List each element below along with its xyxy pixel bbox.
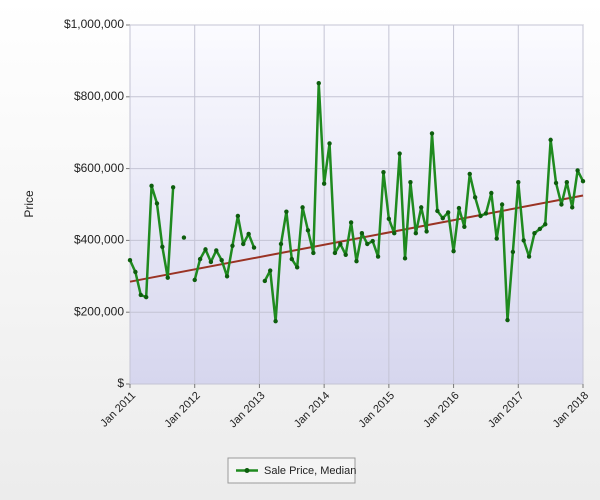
point (289, 256, 294, 262)
point (365, 241, 370, 247)
point (338, 241, 343, 247)
point (505, 317, 510, 323)
point (359, 231, 365, 236)
point (559, 202, 564, 207)
y-tick-label: $ (117, 376, 124, 390)
point (343, 252, 348, 257)
point (241, 241, 246, 247)
point (521, 238, 526, 243)
point (570, 205, 575, 210)
point (419, 205, 424, 210)
legend-label: Sale Price, Median (264, 465, 356, 477)
point (526, 254, 532, 259)
point (375, 254, 381, 259)
point (467, 171, 472, 177)
point (510, 249, 516, 255)
point (273, 318, 278, 324)
y-tick-label: $200,000 (74, 304, 124, 318)
point (311, 250, 316, 256)
point (499, 202, 505, 207)
point (408, 180, 413, 185)
point (133, 269, 138, 275)
point (553, 180, 559, 186)
point (251, 245, 257, 250)
point (354, 259, 359, 264)
point (230, 243, 235, 248)
point (516, 180, 521, 185)
point (564, 180, 570, 185)
point (424, 229, 429, 234)
point (214, 248, 219, 253)
point (392, 231, 397, 236)
point (127, 257, 133, 263)
y-tick-label: $800,000 (74, 89, 124, 103)
point (456, 205, 462, 211)
point (386, 216, 392, 222)
point (381, 169, 386, 175)
point (208, 259, 214, 265)
point (268, 268, 273, 273)
point (278, 241, 284, 247)
point (327, 141, 332, 146)
point (160, 244, 165, 250)
point (165, 275, 170, 280)
point (149, 183, 154, 189)
point (429, 131, 435, 136)
point (246, 231, 251, 237)
point (262, 278, 268, 284)
y-axis-label: Price (22, 190, 36, 218)
point (224, 274, 230, 279)
point (462, 224, 467, 229)
point (138, 292, 143, 298)
point (543, 222, 548, 227)
point (348, 220, 354, 225)
point (284, 209, 289, 214)
plot-area (129, 24, 584, 385)
point (294, 265, 300, 270)
y-tick-label: $400,000 (74, 233, 124, 247)
point (397, 151, 402, 156)
point (203, 247, 208, 252)
point (472, 195, 478, 200)
point (537, 226, 543, 232)
point (305, 228, 311, 233)
point (548, 137, 553, 143)
point (489, 190, 494, 196)
point (197, 256, 203, 262)
point (235, 213, 241, 219)
point (316, 80, 321, 86)
point (170, 185, 176, 190)
point (181, 235, 187, 240)
point (219, 257, 224, 263)
point (370, 238, 375, 244)
point (332, 250, 338, 256)
point (575, 168, 580, 173)
point (402, 256, 408, 261)
point (154, 201, 160, 206)
point (440, 215, 445, 221)
point (192, 277, 197, 283)
point (494, 236, 499, 241)
legend-swatch-marker (244, 468, 250, 473)
point (413, 231, 419, 236)
point (435, 208, 440, 214)
point (321, 181, 327, 186)
y-tick-label: $1,000,000 (64, 17, 124, 31)
point (300, 205, 305, 210)
y-tick-label: $600,000 (74, 161, 124, 175)
point (451, 248, 456, 254)
point (143, 294, 149, 300)
trend-line (129, 194, 584, 283)
point (532, 231, 537, 236)
point (483, 211, 489, 216)
point (580, 178, 586, 184)
point (445, 210, 451, 215)
point (478, 213, 483, 219)
